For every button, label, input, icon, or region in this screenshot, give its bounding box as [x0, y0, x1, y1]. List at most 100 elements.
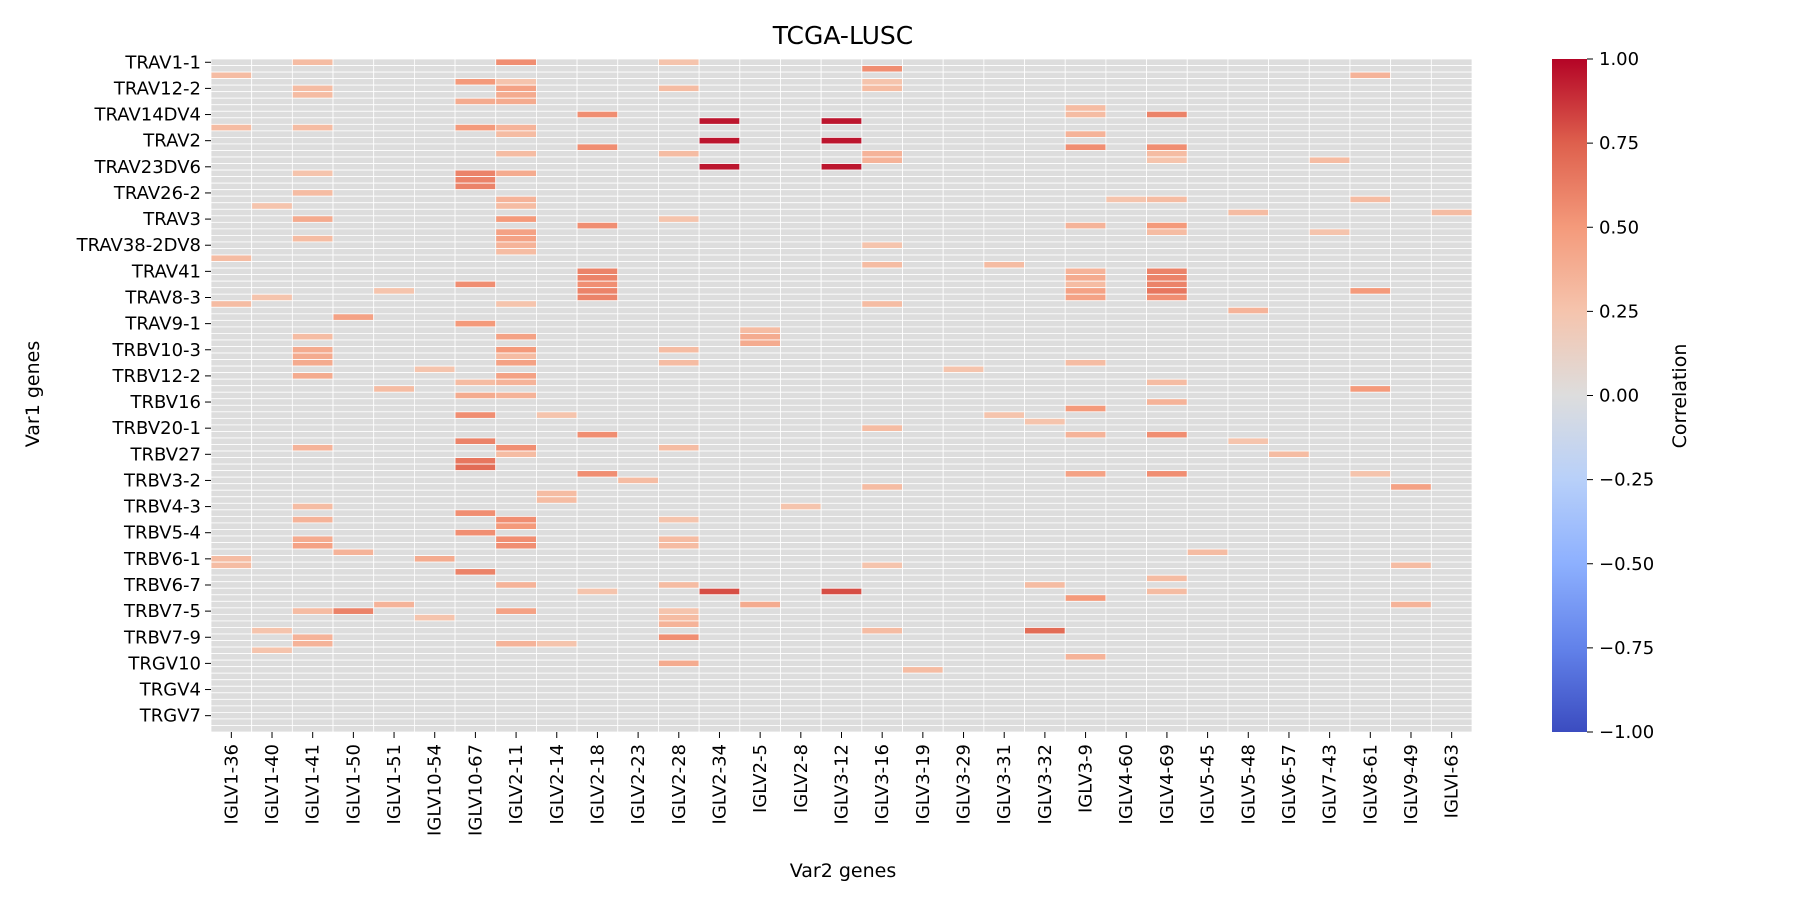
- heatmap-cell-highlight: [739, 326, 781, 334]
- heatmap-cell-highlight: [1146, 110, 1188, 119]
- heatmap-cell: [617, 195, 659, 204]
- heatmap-cell: [698, 535, 741, 543]
- heatmap-cell: [210, 261, 253, 269]
- heatmap-cell: [251, 189, 293, 197]
- heatmap-cell: [1390, 333, 1432, 341]
- heatmap-cell: [1349, 65, 1392, 73]
- heatmap-cell: [576, 378, 619, 387]
- heatmap-cell: [1227, 267, 1270, 276]
- heatmap-cell: [820, 202, 863, 210]
- heatmap-cell: [1146, 254, 1188, 262]
- heatmap-cell: [942, 424, 985, 432]
- heatmap-cell: [251, 241, 293, 249]
- heatmap-cell: [413, 352, 456, 360]
- heatmap-cell: [942, 287, 985, 295]
- heatmap-cell: [210, 489, 253, 498]
- heatmap-cell: [1227, 424, 1270, 432]
- heatmap-cell: [1227, 84, 1270, 93]
- heatmap-cell: [698, 685, 741, 694]
- heatmap-cell: [1308, 208, 1351, 217]
- heatmap-cell: [1024, 84, 1066, 93]
- heatmap-cell: [1308, 293, 1351, 302]
- heatmap-cell: [454, 110, 497, 119]
- heatmap-cell: [617, 385, 659, 393]
- heatmap-cell: [373, 169, 415, 178]
- heatmap-cell: [1146, 659, 1188, 668]
- heatmap-cell: [820, 280, 863, 289]
- heatmap-cell: [902, 587, 944, 596]
- heatmap-cell: [902, 385, 944, 393]
- heatmap-cell: [1430, 627, 1473, 635]
- heatmap-cell: [495, 274, 537, 282]
- heatmap-cell: [1146, 339, 1188, 347]
- heatmap-cell-highlight: [373, 287, 415, 295]
- heatmap-cell: [780, 208, 822, 217]
- heatmap-cell: [861, 235, 903, 243]
- heatmap-cell: [617, 241, 659, 249]
- heatmap-cell: [942, 542, 985, 550]
- heatmap-cell: [332, 574, 375, 583]
- heatmap-cell: [251, 261, 293, 269]
- heatmap-cell: [780, 235, 822, 243]
- heatmap-cell: [942, 78, 985, 86]
- heatmap-cell: [739, 110, 781, 119]
- heatmap-cell: [617, 274, 659, 282]
- heatmap-cell: [1308, 326, 1351, 334]
- heatmap-cell: [861, 287, 903, 295]
- heatmap-cell: [983, 58, 1025, 66]
- heatmap-cell: [698, 293, 741, 302]
- heatmap-cell: [780, 117, 822, 125]
- heatmap-cell: [536, 71, 578, 79]
- heatmap-cell: [1430, 319, 1473, 328]
- heatmap-cell: [332, 104, 375, 112]
- heatmap-cell: [373, 254, 415, 262]
- heatmap-cell: [1430, 143, 1473, 151]
- heatmap-cell: [1064, 685, 1107, 694]
- heatmap-cell: [1390, 84, 1432, 93]
- heatmap-cell: [902, 261, 944, 269]
- heatmap-cell: [739, 319, 781, 328]
- y-tick-label: TRAV14DV4: [94, 105, 201, 126]
- heatmap-cell: [820, 248, 863, 256]
- heatmap-cell: [861, 398, 903, 406]
- heatmap-cell: [1186, 489, 1229, 498]
- heatmap-cell: [698, 97, 741, 106]
- heatmap-cell: [373, 241, 415, 249]
- heatmap-cell: [1227, 470, 1270, 478]
- heatmap-cell: [942, 267, 985, 276]
- heatmap-cell-highlight: [454, 97, 497, 106]
- heatmap-cell: [454, 659, 497, 668]
- heatmap-cell: [1024, 365, 1066, 374]
- heatmap-cell: [1146, 137, 1188, 145]
- heatmap-cell: [536, 535, 578, 543]
- heatmap-cell: [251, 110, 293, 119]
- heatmap-cell-highlight: [454, 529, 497, 537]
- heatmap-cell: [1349, 58, 1392, 66]
- heatmap-cell: [495, 417, 537, 426]
- heatmap-cell: [454, 424, 497, 432]
- heatmap-cell: [861, 404, 903, 413]
- heatmap-cell: [1268, 274, 1310, 282]
- heatmap-cell: [1390, 339, 1432, 347]
- heatmap-cell: [413, 640, 456, 648]
- heatmap-cell: [251, 182, 293, 191]
- heatmap-cell: [617, 646, 659, 654]
- heatmap-cell: [1349, 529, 1392, 537]
- heatmap-cell: [373, 378, 415, 387]
- heatmap-cell-highlight: [698, 587, 741, 596]
- heatmap-cell-highlight: [576, 587, 619, 596]
- heatmap-cell: [1105, 339, 1147, 347]
- heatmap-cell: [780, 522, 822, 530]
- heatmap-cell: [1227, 568, 1270, 576]
- heatmap-cell: [1105, 319, 1147, 328]
- heatmap-cell: [780, 293, 822, 302]
- heatmap-cell: [454, 581, 497, 589]
- heatmap-cell: [1024, 326, 1066, 334]
- heatmap-cell: [1349, 117, 1392, 125]
- heatmap-cell: [576, 424, 619, 432]
- heatmap-cell: [983, 65, 1025, 73]
- heatmap-cell: [861, 581, 903, 589]
- heatmap-cell: [1349, 372, 1392, 380]
- heatmap-cell: [1064, 306, 1107, 315]
- heatmap-cell: [1064, 391, 1107, 400]
